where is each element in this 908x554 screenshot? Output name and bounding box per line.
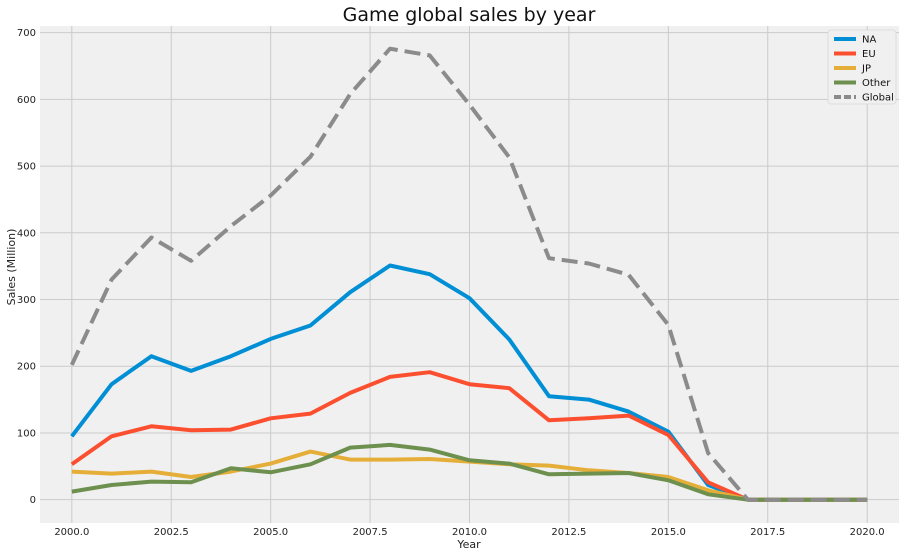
y-tick-label: 200	[17, 362, 36, 373]
grid	[40, 26, 899, 523]
y-tick-label: 300	[17, 295, 36, 306]
y-axis-ticks: 0 100 200 300 400 500 600 700	[17, 28, 36, 506]
x-tick-label: 2007.5	[353, 527, 388, 538]
x-tick-label: 2020.0	[850, 527, 885, 538]
legend-label-eu: EU	[862, 49, 876, 60]
series-line-eu	[70, 370, 868, 502]
legend: NA EU JP Other Global	[827, 29, 897, 105]
series-line-other	[71, 442, 868, 502]
x-tick-label: 2005.0	[253, 527, 288, 538]
x-axis-ticks: 2000.0 2002.5 2005.0 2007.5 2010.0 2012.5 2015…	[54, 527, 884, 538]
y-tick-label: 500	[17, 162, 36, 173]
legend-box	[827, 29, 897, 105]
x-tick-label: 2000.0	[54, 527, 89, 538]
series-line-global	[69, 46, 868, 502]
y-tick-label: 400	[17, 228, 36, 239]
x-tick-label: 2017.5	[750, 527, 785, 538]
legend-label-jp: JP	[861, 64, 871, 75]
x-tick-label: 2002.5	[154, 527, 189, 538]
x-tick-label: 2010.0	[452, 527, 487, 538]
y-axis-label: Sales (Million)	[5, 229, 18, 306]
y-tick-label: 600	[17, 95, 36, 106]
x-tick-label: 2015.0	[651, 527, 686, 538]
y-tick-label: 100	[17, 428, 36, 439]
x-axis-label: Year	[456, 538, 481, 551]
y-tick-label: 0	[30, 495, 36, 506]
legend-label-other: Other	[862, 78, 891, 89]
legend-label-global: Global	[862, 93, 894, 104]
series-lines	[69, 46, 868, 502]
chart-title: Game global sales by year	[343, 4, 596, 26]
y-tick-label: 700	[17, 28, 36, 39]
x-tick-label: 2012.5	[551, 527, 586, 538]
legend-label-na: NA	[862, 35, 876, 46]
